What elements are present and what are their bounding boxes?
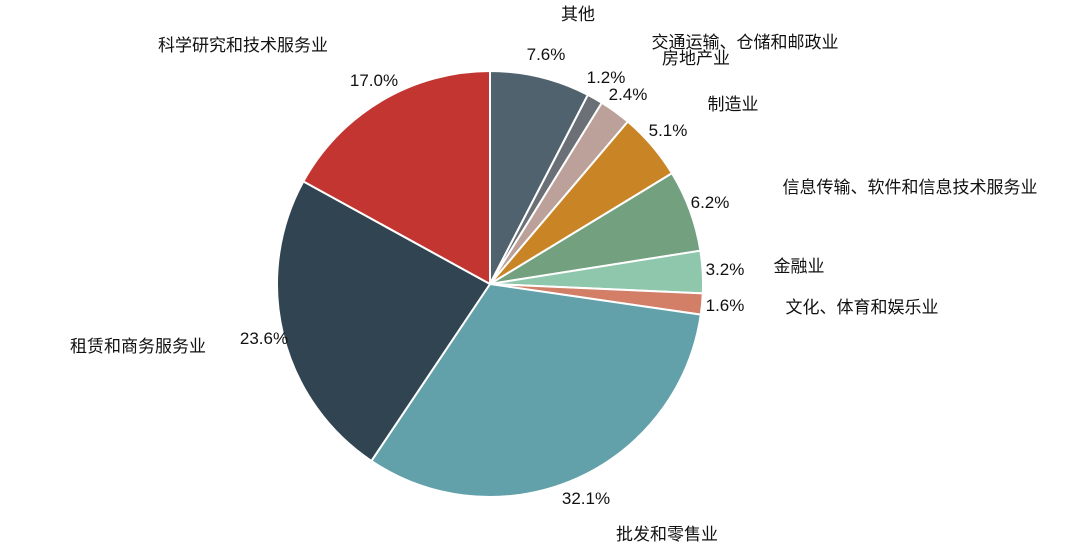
slice-category-label: 信息传输、软件和信息技术服务业 bbox=[783, 178, 1038, 198]
slice-value-label: 7.6% bbox=[527, 45, 566, 64]
slice-value-label: 32.1% bbox=[562, 489, 610, 508]
pie-slice-8 bbox=[276, 180, 491, 462]
pie-slice-7 bbox=[370, 283, 702, 498]
slice-category-label: 其他 bbox=[561, 5, 595, 25]
slice-category-label: 文化、体育和娱乐业 bbox=[786, 298, 939, 318]
slice-category-label: 制造业 bbox=[708, 95, 759, 115]
pie-slice-9 bbox=[302, 70, 491, 285]
slice-category-label: 批发和零售业 bbox=[616, 525, 718, 545]
slice-category-label: 金融业 bbox=[774, 257, 825, 277]
slice-value-label: 17.0% bbox=[350, 71, 398, 90]
slice-value-label: 5.1% bbox=[649, 121, 688, 140]
slice-value-label: 1.6% bbox=[706, 296, 745, 315]
slice-value-label: 3.2% bbox=[706, 260, 745, 279]
slice-value-label: 23.6% bbox=[240, 329, 288, 348]
slice-category-label: 房地产业 bbox=[662, 49, 730, 69]
slice-value-label: 2.4% bbox=[609, 85, 648, 104]
slice-category-label: 科学研究和技术服务业 bbox=[158, 36, 328, 56]
slice-value-label: 6.2% bbox=[691, 193, 730, 212]
pie-slice-0 bbox=[489, 70, 589, 285]
slice-category-label: 租赁和商务服务业 bbox=[70, 337, 206, 357]
pie-labels: 7.6% 其他 1.2% 交通运输、仓储和邮政业 2.4% 房地产业 5.1% 制造业 6.2%… bbox=[70, 5, 1038, 545]
slice-value-label: 1.2% bbox=[587, 68, 626, 87]
pie-slices bbox=[276, 70, 704, 498]
slice-category-label: 交通运输、仓储和邮政业 bbox=[652, 33, 839, 53]
